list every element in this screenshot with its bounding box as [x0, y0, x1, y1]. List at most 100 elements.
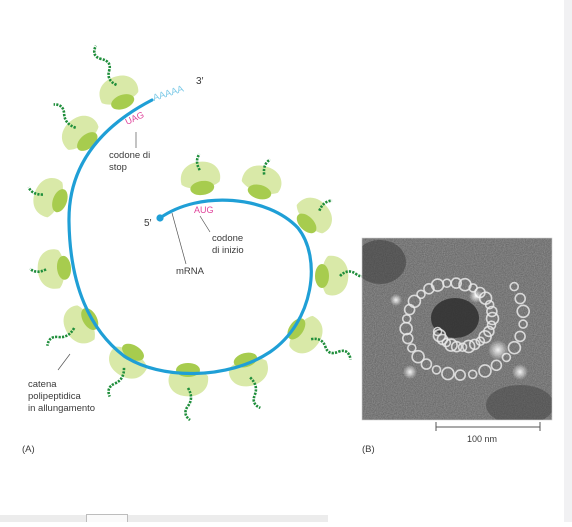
ribosome-particle: [518, 319, 528, 329]
electron-micrograph: 100 nm (B): [361, 237, 553, 455]
bright-particle: [512, 364, 528, 380]
ribosome-small-subunit: [296, 213, 317, 234]
ribosome-particle: [507, 340, 522, 355]
start-codon-label: AUG: [194, 205, 214, 215]
ribosome-large-subunit: [289, 315, 323, 354]
ribosome-large-subunit: [168, 369, 209, 397]
ribosome: [27, 178, 68, 218]
ribosome: [296, 197, 333, 234]
ribosome: [29, 249, 72, 289]
ribosome-particle: [457, 342, 468, 353]
ribosome-small-subunit: [56, 255, 72, 280]
polypeptide-chain: [195, 153, 201, 171]
polysome-particles: [390, 277, 531, 381]
ribosome-particle: [485, 311, 500, 326]
ribosome: [92, 45, 139, 110]
ribosome-large-subunit: [37, 249, 65, 289]
ribosome-particle: [450, 277, 463, 289]
ribosome-particle: [420, 358, 433, 370]
ribosome-particle: [486, 305, 498, 318]
mrna-caption: mRNA: [176, 266, 205, 277]
chain-caption-line1: catena: [28, 379, 57, 390]
stop-codon-caption-line1: codone di: [109, 150, 150, 161]
ribosome-particle: [436, 333, 449, 346]
polypeptide-chain: [318, 199, 333, 212]
ribosome-particle: [454, 369, 467, 381]
ribosome-particle: [407, 294, 422, 309]
ribosome: [180, 153, 221, 196]
ribosome-particle: [411, 349, 425, 364]
ribosome-particle: [461, 339, 476, 354]
polypeptide-chain: [46, 327, 76, 346]
bright-particle: [488, 340, 508, 360]
ribosome-particle: [514, 292, 527, 305]
ribosome-particle: [516, 304, 531, 319]
ribosome-small-subunit: [247, 184, 272, 200]
ribosome: [46, 305, 99, 346]
three-prime-label: 3′: [196, 76, 204, 87]
polypeptide-chain: [92, 45, 118, 87]
ribosome-large-subunit: [296, 197, 332, 234]
ribosome-small-subunit: [111, 94, 135, 110]
ribosome-particle: [509, 281, 520, 292]
chain-caption-line2: polipeptidica: [28, 391, 82, 402]
ribosome-small-subunit: [190, 180, 215, 196]
bright-particle: [390, 294, 402, 306]
ribosome-small-subunit: [315, 264, 329, 288]
ribosome-particle: [432, 326, 443, 337]
bottom-tab[interactable]: [86, 514, 128, 522]
ribosome: [228, 352, 268, 410]
ribosome-group: [27, 45, 385, 422]
five-prime-end-dot: [156, 214, 164, 222]
ribosome-particle: [490, 359, 503, 372]
polypeptide-chain: [29, 267, 47, 273]
stop-codon-caption-line2: stop: [109, 162, 127, 173]
ribosome: [287, 315, 352, 360]
scale-bar-label: 100 nm: [467, 434, 497, 444]
polypeptide-chain: [27, 186, 44, 196]
ribosome-particle: [514, 330, 526, 343]
ribosome-particle: [441, 366, 455, 381]
polypeptide-chain: [107, 367, 126, 398]
ribosome-particle: [486, 320, 497, 331]
start-codon-caption-line2: di inizio: [212, 245, 244, 256]
ribosome-particle: [401, 313, 412, 324]
mrna-leader: [171, 212, 187, 265]
ribosome-particle: [416, 289, 426, 300]
polyribosome-diagram: AAAAA 3′ UAG AUG 5′ codone di stop codon…: [22, 45, 385, 455]
ribosome-small-subunit: [52, 189, 68, 213]
start-codon-caption-line1: codone: [212, 233, 243, 244]
polypeptide-chain: [53, 103, 77, 129]
ribosome-particle: [432, 328, 447, 343]
ribosome-large-subunit: [321, 255, 349, 296]
ribosome: [53, 103, 99, 151]
ribosome-particle: [478, 364, 492, 378]
scale-bar: 100 nm: [435, 422, 541, 444]
ribosome-particle: [406, 343, 417, 353]
panel-a-label: (A): [22, 444, 35, 455]
mrna-strand: [67, 98, 313, 376]
ribosome: [107, 343, 148, 398]
polypeptide-chain: [184, 387, 193, 422]
ribosome-small-subunit: [287, 318, 306, 340]
five-prime-label: 5′: [144, 218, 152, 229]
ribosome-particle: [441, 337, 452, 348]
right-scroll-strip: [564, 0, 572, 522]
bright-particle: [469, 289, 483, 303]
ribosome-large-subunit: [61, 115, 99, 150]
ribosome-large-subunit: [109, 346, 148, 379]
panel-b-label: (B): [362, 444, 375, 455]
ribosome-particle: [467, 369, 478, 380]
polypeptide-chain: [310, 337, 352, 360]
ribosome-particle: [401, 332, 414, 345]
ribosome-large-subunit: [180, 161, 221, 189]
ribosome-particle: [431, 364, 442, 375]
start-codon-leader: [199, 215, 211, 233]
stop-codon-label: UAG: [124, 110, 146, 127]
poly-a-tail-label: AAAAA: [152, 83, 186, 103]
polypeptide-chain: [262, 158, 271, 175]
bottom-toolbar-strip: [0, 515, 328, 522]
chain-caption-line3: in allungamento: [28, 403, 95, 414]
